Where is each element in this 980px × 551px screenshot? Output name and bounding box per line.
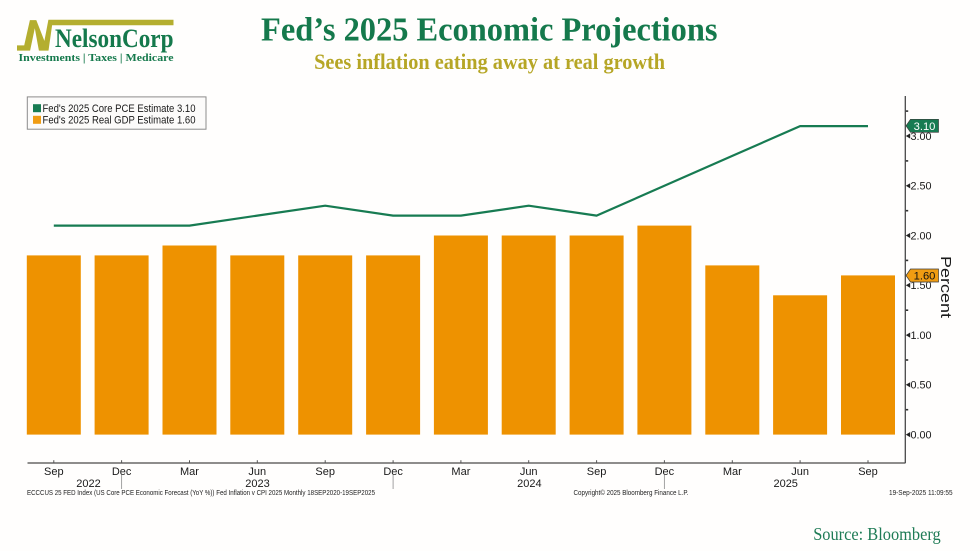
svg-text:2.50: 2.50 [911, 181, 932, 193]
svg-text:2025: 2025 [773, 478, 797, 490]
svg-text:Sep: Sep [587, 466, 607, 478]
svg-text:3.10: 3.10 [914, 121, 936, 133]
svg-text:19-Sep-2025 11:09:55: 19-Sep-2025 11:09:55 [889, 490, 953, 497]
svg-text:Sees inflation eating away at: Sees inflation eating away at real growt… [314, 49, 665, 74]
svg-text:Dec: Dec [383, 466, 403, 478]
svg-text:2024: 2024 [517, 478, 541, 490]
svg-text:2.00: 2.00 [911, 230, 932, 242]
svg-text:0.50: 0.50 [911, 380, 932, 392]
svg-text:1.00: 1.00 [911, 330, 932, 342]
svg-text:3.00: 3.00 [911, 131, 932, 143]
svg-text:Mar: Mar [451, 466, 470, 478]
svg-text:Copyright© 2025 Bloomberg Fina: Copyright© 2025 Bloomberg Finance L.P. [574, 489, 689, 497]
svg-text:Percent: Percent [937, 256, 954, 319]
svg-text:2023: 2023 [245, 478, 269, 490]
svg-text:1.60: 1.60 [914, 271, 936, 283]
svg-text:0.00: 0.00 [911, 430, 932, 442]
svg-text:Investments | Taxes | Medicare: Investments | Taxes | Medicare [19, 52, 174, 64]
svg-text:Sep: Sep [858, 466, 878, 478]
svg-text:Source: Bloomberg: Source: Bloomberg [813, 524, 941, 544]
svg-text:Dec: Dec [112, 466, 132, 478]
svg-text:Fed's 2025 Real GDP Estimate 1: Fed's 2025 Real GDP Estimate 1.60 [43, 115, 196, 127]
svg-text:Jun: Jun [520, 466, 538, 478]
svg-text:Jun: Jun [248, 466, 266, 478]
svg-text:Sep: Sep [315, 466, 335, 478]
svg-text:2022: 2022 [76, 478, 100, 490]
svg-text:ECCCUS 25 FED Index (US Core P: ECCCUS 25 FED Index (US Core PCE Economi… [27, 490, 375, 497]
svg-text:Jun: Jun [791, 466, 809, 478]
svg-text:Mar: Mar [723, 466, 742, 478]
svg-text:Sep: Sep [44, 466, 64, 478]
svg-text:NelsonCorp: NelsonCorp [55, 24, 174, 53]
svg-text:1.50: 1.50 [911, 280, 932, 292]
svg-text:Mar: Mar [180, 466, 199, 478]
svg-text:Fed's 2025 Core PCE Estimate 3: Fed's 2025 Core PCE Estimate 3.10 [43, 103, 196, 115]
svg-text:Dec: Dec [655, 466, 675, 478]
svg-text:Fed’s 2025 Economic Projection: Fed’s 2025 Economic Projections [261, 12, 718, 49]
